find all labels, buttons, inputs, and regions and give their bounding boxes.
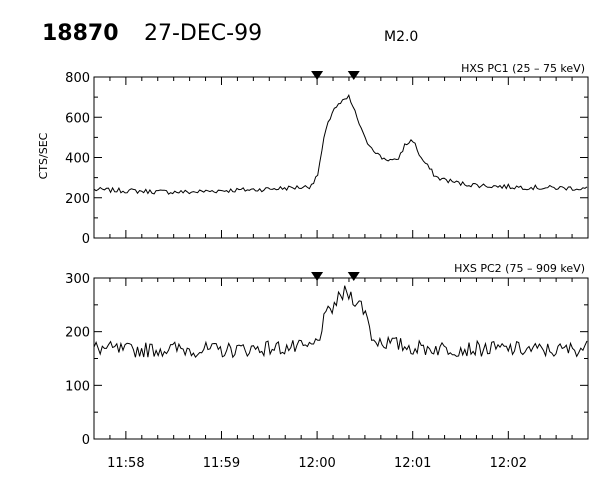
panel2-series-line xyxy=(93,285,588,359)
panel2-title: HXS PC2 (75 – 909 keV) xyxy=(454,262,585,275)
panel2-ytick-label: 100 xyxy=(65,379,90,394)
panel1-frame xyxy=(93,76,589,239)
panel1-ytick-label: 600 xyxy=(65,111,90,126)
panel2-frame xyxy=(93,277,589,440)
xtick-label: 12:01 xyxy=(394,456,431,471)
panel1-ytick-label: 400 xyxy=(65,152,90,167)
panel1-ylabel: CTS/SEC xyxy=(37,132,50,179)
event-id: 18870 xyxy=(42,21,119,46)
panel1-title: HXS PC1 (25 – 75 keV) xyxy=(461,62,585,75)
panel2-ytick-label: 0 xyxy=(82,433,90,448)
panel1-ytick-label: 800 xyxy=(65,71,90,86)
event-date: 27-DEC-99 xyxy=(144,21,262,46)
flare-class: M2.0 xyxy=(384,29,418,45)
panel1-marker xyxy=(311,71,324,80)
panel2-marker xyxy=(311,272,324,281)
xtick-label: 11:58 xyxy=(107,456,144,471)
panel2-ytick-label: 200 xyxy=(65,326,90,341)
panel2-marker xyxy=(347,272,360,281)
xtick-label: 11:59 xyxy=(203,456,240,471)
panel1-marker xyxy=(347,71,360,80)
panel1-series-line xyxy=(93,93,588,195)
panel2-ytick-label: 300 xyxy=(65,272,90,287)
panel1-ytick-label: 200 xyxy=(65,192,90,207)
xtick-label: 12:02 xyxy=(490,456,527,471)
panel1-ytick-label: 0 xyxy=(82,232,90,247)
xtick-label: 12:00 xyxy=(298,456,335,471)
